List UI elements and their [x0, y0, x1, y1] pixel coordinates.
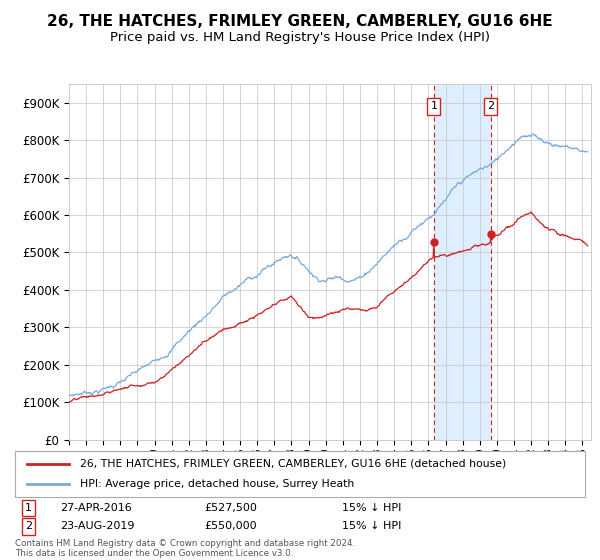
Text: 23-AUG-2019: 23-AUG-2019 — [60, 521, 134, 531]
Text: 2: 2 — [25, 521, 32, 531]
Text: Price paid vs. HM Land Registry's House Price Index (HPI): Price paid vs. HM Land Registry's House … — [110, 31, 490, 44]
Text: £550,000: £550,000 — [204, 521, 257, 531]
Text: 15% ↓ HPI: 15% ↓ HPI — [342, 503, 401, 513]
Text: 1: 1 — [25, 503, 32, 513]
Text: 2: 2 — [487, 101, 494, 111]
Text: HPI: Average price, detached house, Surrey Heath: HPI: Average price, detached house, Surr… — [80, 479, 354, 489]
Text: 15% ↓ HPI: 15% ↓ HPI — [342, 521, 401, 531]
Text: 27-APR-2016: 27-APR-2016 — [60, 503, 132, 513]
Text: £527,500: £527,500 — [204, 503, 257, 513]
Text: 26, THE HATCHES, FRIMLEY GREEN, CAMBERLEY, GU16 6HE (detached house): 26, THE HATCHES, FRIMLEY GREEN, CAMBERLE… — [80, 459, 506, 469]
Text: 26, THE HATCHES, FRIMLEY GREEN, CAMBERLEY, GU16 6HE: 26, THE HATCHES, FRIMLEY GREEN, CAMBERLE… — [47, 14, 553, 29]
Bar — [434, 84, 491, 440]
Text: Contains HM Land Registry data © Crown copyright and database right 2024.
This d: Contains HM Land Registry data © Crown c… — [15, 539, 355, 558]
Text: 1: 1 — [430, 101, 437, 111]
